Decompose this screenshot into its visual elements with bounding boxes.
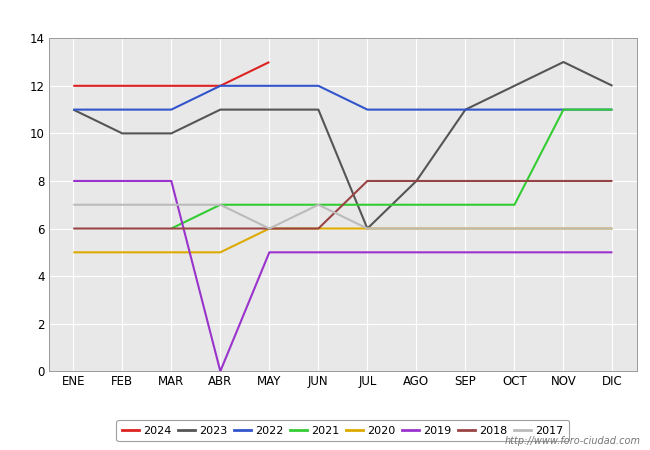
- Text: Afiliados en Savallà del Comtat a 31/5/2024: Afiliados en Savallà del Comtat a 31/5/2…: [143, 8, 507, 26]
- Text: http://www.foro-ciudad.com: http://www.foro-ciudad.com: [504, 436, 640, 446]
- Legend: 2024, 2023, 2022, 2021, 2020, 2019, 2018, 2017: 2024, 2023, 2022, 2021, 2020, 2019, 2018…: [116, 420, 569, 441]
